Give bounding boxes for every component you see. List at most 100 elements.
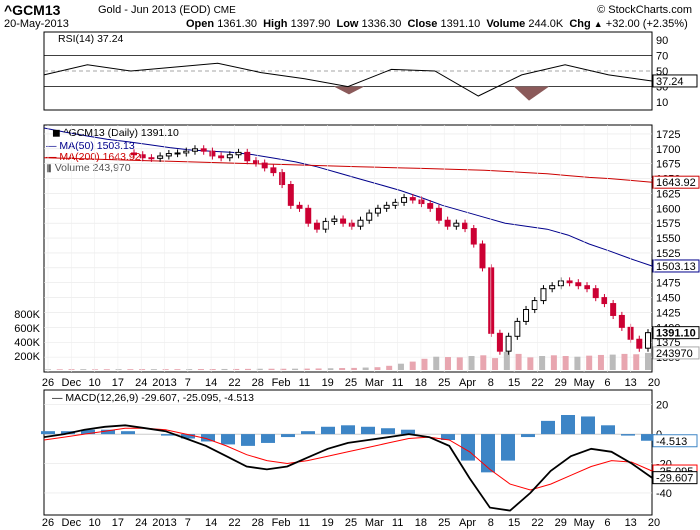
macd-histogram-bar (381, 428, 395, 435)
x-tick-label: Mar (365, 377, 384, 389)
candle-body (531, 300, 538, 311)
volume-bar (268, 368, 275, 370)
x-tick-label: 7 (185, 377, 191, 389)
volume-bar (433, 356, 440, 370)
candle-body (470, 228, 477, 245)
macd-x-tick-label: 25 (438, 517, 450, 529)
candle-body (592, 288, 599, 299)
volume-bar (350, 367, 357, 370)
x-tick-label: 24 (135, 377, 147, 389)
macd-histogram-bar (581, 416, 595, 435)
macd-histogram-bar (401, 429, 415, 435)
candle-body (496, 332, 503, 352)
volume-bar (397, 363, 404, 370)
candle-body (453, 222, 460, 227)
quote-date: 20-May-2013 (4, 18, 69, 30)
candle-body (444, 219, 451, 227)
description-text: Gold - Jun 2013 (EOD) (98, 4, 211, 16)
ma200-value-box-label: 1643.92 (656, 177, 696, 189)
rsi-line (43, 62, 653, 97)
candle-body (418, 199, 425, 205)
candle-body (340, 218, 347, 224)
volume-bar (409, 361, 416, 370)
candle-body (584, 285, 591, 290)
price-tick-label: 1725 (656, 129, 680, 141)
x-tick-label: 11 (299, 377, 310, 389)
macd-tick-label: -40 (656, 488, 672, 500)
ma200-line (43, 157, 653, 183)
macd-panel-frame (43, 389, 653, 516)
candle-body (244, 151, 251, 162)
x-tick-label: 20 (648, 377, 660, 389)
macd-histogram-bar (261, 434, 275, 443)
x-tick-label: 18 (415, 377, 427, 389)
high-label: High (263, 18, 288, 30)
macd-histogram-bar (361, 426, 375, 435)
ma50-value-box (652, 259, 700, 273)
candle-body (191, 148, 198, 152)
volume-bar (221, 368, 228, 370)
candle-body (226, 154, 233, 159)
volume-bar (362, 367, 369, 370)
macd-histogram-bar (101, 429, 115, 435)
price-tick-label: 1450 (656, 293, 680, 305)
macd-x-tick-label: 19 (322, 517, 334, 529)
volume-bar (374, 367, 381, 370)
x-tick-label: 11 (392, 377, 403, 389)
close-value: 1391.10 (440, 18, 481, 30)
x-tick-label: May (574, 377, 595, 389)
candle-body (462, 222, 469, 230)
rsi-tick-label: 10 (656, 97, 668, 109)
macd-x-tick-label: 13 (625, 517, 637, 529)
macd-x-tick-label: 18 (415, 517, 427, 529)
ma50-line (43, 127, 653, 267)
candle-body (235, 151, 242, 156)
macd-histogram-bar (541, 420, 555, 435)
chg-arrow-icon: ▲ (593, 19, 603, 29)
x-tick-label: 29 (555, 377, 567, 389)
volume-bar (539, 356, 546, 370)
volume-bar (562, 356, 569, 370)
candle-body (157, 155, 164, 159)
macd-histogram-bar (181, 434, 195, 439)
macd-histogram-bar (641, 434, 655, 441)
price-tick-label: 1375 (656, 337, 680, 349)
candle-body (618, 314, 625, 328)
price-tick-label: 1625 (656, 188, 680, 200)
x-tick-label: 14 (205, 377, 217, 389)
macd-histogram-bar (281, 434, 295, 438)
volume-bar (456, 357, 463, 370)
rsi-oversold-fill (514, 86, 549, 101)
macd-x-tick-label: 14 (205, 517, 217, 529)
candle-body (392, 201, 399, 206)
volume-bar (127, 369, 134, 370)
macd-x-tick-label: 11 (299, 517, 310, 529)
volume-bar (609, 354, 616, 370)
symbol-description: Gold - Jun 2013 (EOD) CME (98, 4, 236, 16)
candle-body (131, 152, 137, 156)
candle-body (296, 204, 303, 209)
macd-x-tick-label: 17 (112, 517, 124, 529)
macd-histogram-bar (301, 431, 315, 435)
candle-body (261, 162, 268, 169)
x-tick-label: 25 (345, 377, 357, 389)
price-tick-label: 1600 (656, 203, 680, 215)
macd-tick-label: 20 (656, 400, 668, 412)
macd-line (43, 424, 653, 512)
x-tick-label: 6 (604, 377, 610, 389)
price-tick-label: 1550 (656, 233, 680, 245)
x-tick-label: 22 (531, 377, 543, 389)
volume-legend: ▮ Volume 243,970 (46, 162, 131, 174)
ma200-value-box (652, 175, 700, 189)
x-tick-label: Apr (459, 377, 476, 389)
volume-bar (256, 368, 263, 370)
candle-body (287, 184, 294, 206)
macd-histogram-bar (621, 434, 635, 436)
volume-label: Volume (486, 18, 526, 30)
price-tick-label: 1475 (656, 278, 680, 290)
candle-body (357, 219, 364, 227)
volume-bar (468, 356, 475, 370)
volume-bar (197, 369, 204, 370)
price-tick-label: 1575 (656, 218, 680, 230)
candle-body (252, 160, 259, 164)
